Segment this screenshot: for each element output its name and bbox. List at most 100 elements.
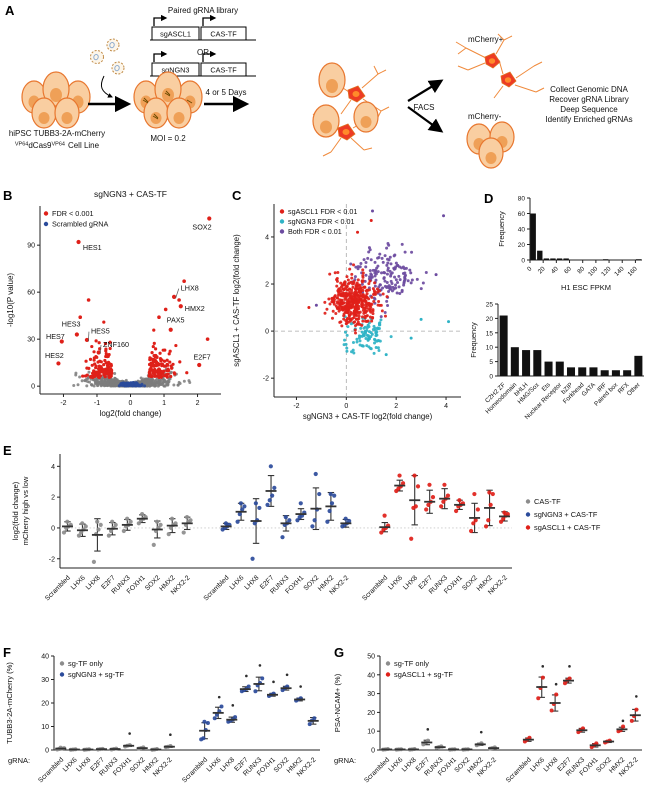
moi-label: MOI = 0.2 — [150, 134, 186, 143]
svg-text:-2: -2 — [49, 556, 55, 563]
svg-text:Both FDR < 0.01: Both FDR < 0.01 — [288, 227, 342, 236]
mcherry-positive-neurons — [455, 33, 545, 99]
virus-addition-arrow — [100, 75, 113, 98]
panel-c-pairwise-scatter-chart: -2 0 2 4 -2 0 2 4 sgNGN3 + CAS-TF log2(fold chan… — [232, 204, 461, 421]
svg-text:140: 140 — [613, 265, 626, 278]
svg-text:Scrambled: Scrambled — [363, 756, 391, 784]
svg-text:HES5: HES5 — [91, 327, 110, 336]
svg-text:Scrambled: Scrambled — [361, 574, 389, 602]
svg-text:sgASCL1 FDR < 0.01: sgASCL1 FDR < 0.01 — [288, 207, 357, 216]
svg-text:-2: -2 — [263, 376, 269, 383]
svg-text:mCherry high vs low: mCherry high vs low — [21, 476, 30, 545]
svg-text:sgNGN3 + CAS-TF: sgNGN3 + CAS-TF — [534, 510, 598, 519]
svg-text:PSA-NCAM+ (%): PSA-NCAM+ (%) — [333, 673, 342, 732]
promoter-arrow-icon — [202, 50, 217, 62]
mcherry-negative-label: mCherry- — [468, 112, 502, 121]
promoter-arrow-icon — [153, 14, 168, 26]
construct2-castf-label: CAS-TF — [210, 66, 237, 75]
svg-text:Recover gRNA Library: Recover gRNA Library — [549, 95, 629, 104]
svg-text:log2(fold change): log2(fold change) — [11, 481, 20, 540]
svg-text:HES2: HES2 — [45, 351, 64, 360]
promoter-arrow-icon — [202, 14, 217, 26]
svg-text:5: 5 — [489, 359, 493, 366]
panel-e-letter: E — [3, 443, 12, 458]
workflow-outcome-text: Collect Genomic DNA Recover gRNA Library… — [545, 85, 632, 124]
cell-line-label-line2: VP64dCas9VP64 Cell Line — [15, 141, 100, 150]
svg-text:30: 30 — [367, 691, 375, 698]
progenitor-cells — [312, 62, 379, 138]
svg-text:Ets: Ets — [541, 381, 552, 392]
svg-text:20: 20 — [518, 242, 526, 249]
svg-text:LHX8: LHX8 — [219, 756, 236, 773]
svg-text:Frequency: Frequency — [497, 211, 506, 247]
cell-line-label-line1: hiPSC TUBB3-2A-mCherry — [9, 129, 105, 138]
svg-text:0: 0 — [45, 748, 49, 755]
svg-text:sgNGN3 FDR < 0.01: sgNGN3 FDR < 0.01 — [288, 217, 355, 226]
panel-f-tubb3-dotplot: 010203040ScrambledLHX6LHX8E2F7RUNX3FOXH1… — [5, 654, 320, 784]
svg-text:-2: -2 — [60, 400, 66, 407]
svg-text:1: 1 — [162, 400, 166, 407]
svg-text:Scrambled: Scrambled — [37, 756, 65, 784]
svg-text:Other: Other — [626, 381, 642, 397]
panel-b-volcano-chart: sgNGN3 + CAS-TF -2 -1 0 1 2 0 30 60 90 log2(fold c… — [6, 189, 221, 418]
svg-text:LHX6: LHX6 — [70, 574, 87, 591]
panel-e-enrichment-dotplot: -2024ScrambledLHX6LHX8E2F7RUNX3FOXH1SOX2… — [11, 454, 601, 602]
svg-text:HES1: HES1 — [83, 243, 102, 252]
svg-text:0: 0 — [489, 374, 493, 381]
panel-g-letter: G — [334, 645, 345, 660]
svg-text:2: 2 — [394, 403, 398, 410]
svg-text:10: 10 — [486, 345, 494, 352]
svg-text:20: 20 — [367, 710, 375, 717]
svg-text:sgNGN3 + CAS-TF: sgNGN3 + CAS-TF — [94, 189, 167, 199]
lentivirus-icons — [90, 38, 125, 75]
svg-text:-2: -2 — [293, 403, 299, 410]
mcherry-negative-cells — [466, 121, 515, 169]
svg-text:-1: -1 — [94, 400, 100, 407]
panel-c-letter: C — [232, 188, 242, 203]
svg-text:Scrambled: Scrambled — [203, 574, 231, 602]
svg-text:4: 4 — [444, 403, 448, 410]
svg-text:80: 80 — [518, 196, 526, 203]
svg-text:50: 50 — [367, 654, 375, 661]
svg-text:120: 120 — [600, 265, 613, 278]
svg-text:0: 0 — [51, 525, 55, 532]
neurons — [337, 85, 366, 141]
svg-text:Scrambled: Scrambled — [505, 756, 533, 784]
svg-text:4: 4 — [265, 234, 269, 241]
svg-text:30: 30 — [27, 337, 35, 344]
transduced-cell-cluster — [133, 71, 203, 129]
svg-text:2: 2 — [265, 282, 269, 289]
svg-text:Scrambled: Scrambled — [44, 574, 72, 602]
facs-positive-arrow — [407, 79, 444, 102]
svg-text:LHX8: LHX8 — [243, 574, 260, 591]
svg-text:sgNGN3 + sg-TF: sgNGN3 + sg-TF — [68, 670, 125, 679]
days-label: 4 or 5 Days — [206, 88, 247, 97]
svg-text:sgNGN3 + CAS-TF log2(fold chan: sgNGN3 + CAS-TF log2(fold change) — [303, 412, 433, 421]
svg-text:90: 90 — [27, 243, 35, 250]
svg-text:0: 0 — [31, 384, 35, 391]
panel-g-psancam-dotplot: 01020304050ScrambledLHX6LHX8E2F7RUNX3FOX… — [333, 654, 642, 784]
svg-text:15: 15 — [486, 330, 494, 337]
svg-text:40: 40 — [41, 654, 49, 661]
svg-text:log2(fold change): log2(fold change) — [100, 409, 162, 418]
facs-negative-arrow — [407, 106, 444, 133]
mcherry-positive-label: mCherry+ — [468, 35, 504, 44]
svg-text:20: 20 — [41, 701, 49, 708]
or-label: OR — [197, 48, 209, 57]
svg-text:sgASCL1 + CAS-TF log2(fold cha: sgASCL1 + CAS-TF log2(fold change) — [232, 234, 241, 367]
panel-a-schematic: hiPSC TUBB3-2A-mCherry VP64dCas9VP64 Cell… — [9, 6, 633, 169]
stem-cell-cluster — [21, 71, 91, 129]
svg-text:HMX2: HMX2 — [185, 304, 205, 313]
svg-text:0: 0 — [344, 403, 348, 410]
svg-text:CAS-TF: CAS-TF — [534, 497, 561, 506]
svg-text:80: 80 — [576, 265, 586, 275]
svg-text:Frequency: Frequency — [469, 322, 478, 358]
svg-text:0: 0 — [371, 748, 375, 755]
svg-text:GATA: GATA — [580, 381, 597, 398]
svg-text:E2F7: E2F7 — [194, 353, 211, 362]
svg-text:FDR < 0.001: FDR < 0.001 — [52, 209, 94, 218]
construct1-castf-label: CAS-TF — [210, 30, 237, 39]
svg-text:4: 4 — [51, 464, 55, 471]
svg-text:Collect Genomic DNA: Collect Genomic DNA — [550, 85, 628, 94]
